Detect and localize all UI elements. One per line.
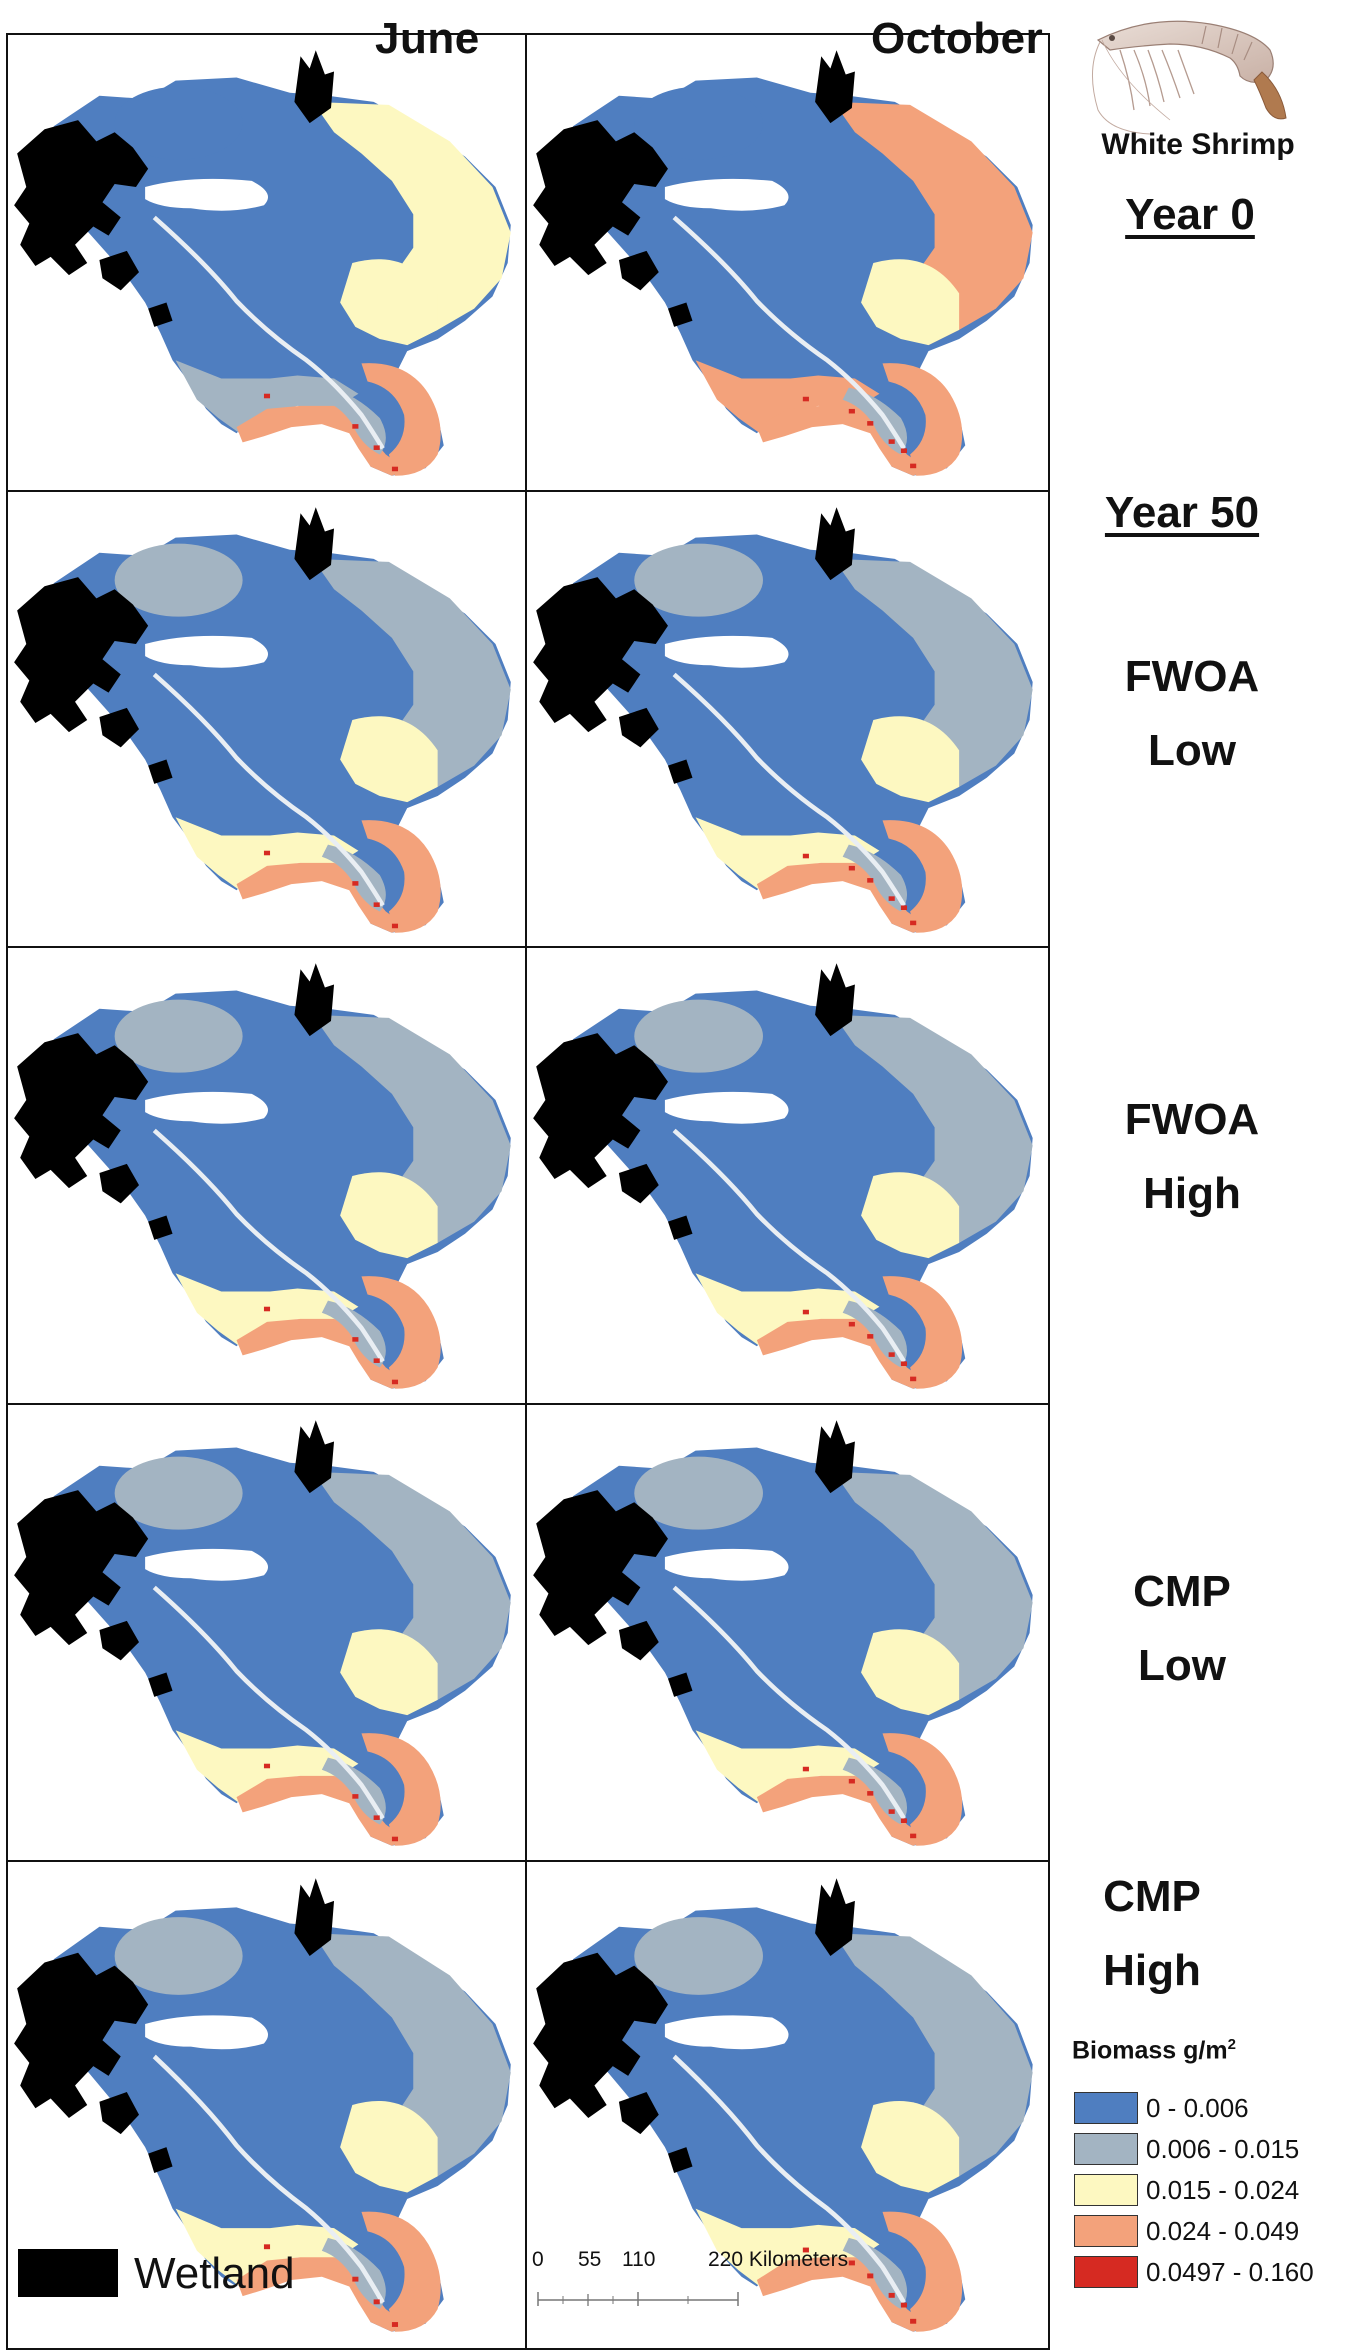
scale-tick-110: 110 (622, 2248, 656, 2271)
legend-label: 0.0497 - 0.160 (1146, 2257, 1314, 2287)
legend-item: 0.015 - 0.024 (1064, 2172, 1350, 2208)
legend-label: 0.024 - 0.049 (1146, 2216, 1300, 2246)
biomass-map (14, 963, 511, 1389)
legend-swatch (1074, 2092, 1138, 2124)
wetland-swatch (18, 2249, 118, 2297)
legend-swatch (1074, 2256, 1138, 2288)
month-label-october: October (871, 14, 1044, 63)
scenario-level: Low (1148, 726, 1236, 775)
scale-tick-220: 220 Kilometers (708, 2248, 849, 2271)
biomass-map (14, 1420, 511, 1846)
legend-label: 0.015 - 0.024 (1146, 2175, 1300, 2205)
map-panel-fwoa_high-october (525, 946, 1050, 1406)
legend-swatch (1074, 2133, 1138, 2165)
scale-bar: 0 55 110 220 Kilometers (532, 2248, 932, 2318)
scale-tick-55: 55 (578, 2248, 602, 2271)
month-label-june: June (375, 14, 480, 63)
map-panel-year0-june (6, 33, 528, 493)
scenario-level: High (1143, 1169, 1241, 1218)
scenario-level: Low (1138, 1641, 1226, 1690)
biomass-map (533, 507, 1033, 933)
legend-title: Biomass g/m2 (1072, 2036, 1236, 2065)
legend-swatch (1074, 2174, 1138, 2206)
year50-label: Year 50 (1104, 488, 1260, 537)
biomass-map (14, 1878, 511, 2332)
biomass-map (14, 50, 511, 476)
legend-item: 0.006 - 0.015 (1064, 2131, 1350, 2167)
map-panel-year0-october (525, 33, 1050, 493)
biomass-map (533, 963, 1033, 1389)
scenario-name: FWOA (1124, 1095, 1260, 1144)
scale-tick-0: 0 (532, 2248, 544, 2271)
wetland-label: Wetland (134, 2249, 295, 2298)
biomass-map (533, 1420, 1033, 1846)
biomass-map (14, 507, 511, 933)
legend-item: 0.0497 - 0.160 (1064, 2254, 1350, 2290)
scenario-name: CMP (1103, 1872, 1201, 1921)
scenario-label-cmp-high: CMP High (1042, 1860, 1262, 2008)
biomass-map (533, 1878, 1033, 2332)
legend-item: 0.024 - 0.049 (1064, 2213, 1350, 2249)
legend-item: 0 - 0.006 (1064, 2090, 1350, 2126)
biomass-legend: Biomass g/m2 0 - 0.006 0.006 - 0.015 0.0… (1064, 2036, 1350, 2316)
biomass-map (533, 50, 1033, 476)
map-panel-fwoa_low-june (6, 490, 528, 950)
white-shrimp-icon (1090, 10, 1300, 140)
species-label: White Shrimp (1101, 128, 1295, 161)
legend-label: 0.006 - 0.015 (1146, 2134, 1300, 2164)
map-panel-fwoa_high-june (6, 946, 528, 1406)
map-panel-cmp_low-june (6, 1403, 528, 1863)
scenario-name: CMP (1133, 1567, 1231, 1616)
legend-swatch (1074, 2215, 1138, 2247)
legend-title-text: Biomass g/m (1072, 2036, 1228, 2065)
scenario-label-fwoa-low: FWOA Low (1082, 640, 1302, 788)
scenario-name: FWOA (1124, 652, 1260, 701)
scenario-level: High (1103, 1946, 1201, 1995)
wetland-key: Wetland (18, 2243, 318, 2303)
scenario-label-fwoa-high: FWOA High (1082, 1083, 1302, 1231)
map-panel-cmp_low-october (525, 1403, 1050, 1863)
year0-label: Year 0 (1125, 190, 1255, 239)
map-panel-cmp_high-october (525, 1860, 1050, 2350)
legend-title-superscript: 2 (1227, 2036, 1236, 2053)
legend-label: 0 - 0.006 (1146, 2093, 1249, 2123)
scale-bar-graphic (537, 2292, 739, 2306)
scenario-label-cmp-low: CMP Low (1072, 1555, 1292, 1703)
map-panel-fwoa_low-october (525, 490, 1050, 950)
